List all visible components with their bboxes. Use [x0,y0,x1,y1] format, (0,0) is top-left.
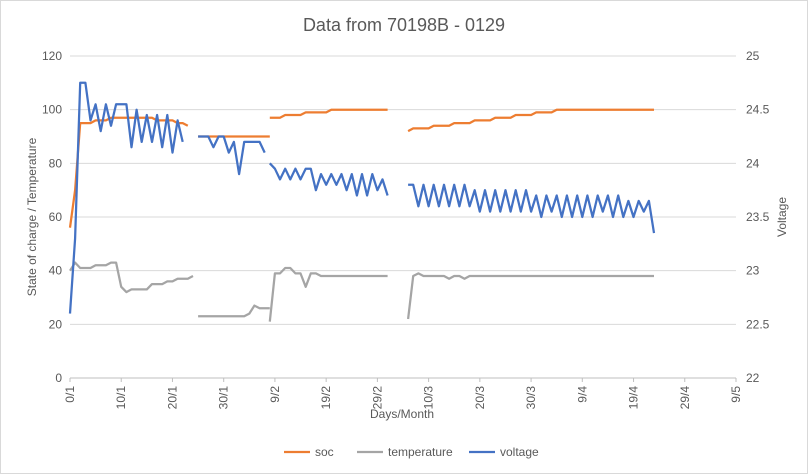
y-tick-label: 60 [49,210,63,224]
x-tick-label: 29/4 [678,386,692,410]
series-line-temperature [198,304,270,318]
x-tick-label: 29/2 [370,386,384,410]
y2-axis-title: Voltage [775,197,789,237]
x-tick-label: 30/3 [524,386,538,410]
y2-tick-label: 23 [746,264,760,278]
legend-label-voltage: voltage [500,445,539,459]
series-lines [68,81,656,322]
series-line-voltage [68,81,184,314]
chart-title: Data from 70198B - 0129 [303,15,505,35]
y-tick-label: 0 [55,371,62,385]
y-axis-title: State of charge / Temperature [25,137,39,296]
x-tick-label: 20/3 [473,386,487,410]
x-tick-label: 10/1 [114,386,128,410]
x-tick-label: 19/4 [627,386,641,410]
series-line-soc [269,108,388,119]
y-tick-label: 40 [49,264,63,278]
gridlines [70,55,736,379]
x-tick-label: 9/5 [729,386,743,403]
legend-label-temperature: temperature [388,445,453,459]
series-line-voltage [408,183,656,234]
y2-tick-label: 24.5 [746,103,770,117]
y-axis-left: 0 20 40 60 80 100 120 [42,49,62,385]
series-line-temperature [268,266,388,322]
y-tick-label: 80 [49,156,63,170]
y-tick-label: 20 [49,317,63,331]
legend: soc temperature voltage [284,445,539,459]
x-axis: 0/1 10/1 20/1 30/1 9/2 19/2 29/2 10/3 20/3 30/3 9/… [63,377,743,410]
y2-tick-label: 25 [746,49,760,63]
y2-tick-label: 23.5 [746,210,770,224]
x-tick-label: 0/1 [63,386,77,403]
y-axis-right: 22 22.5 23 23.5 24 24.5 25 [746,49,770,385]
y-tick-label: 120 [42,49,62,63]
x-tick-label: 10/3 [422,386,436,410]
x-axis-title: Days/Month [370,407,434,421]
series-line-soc [407,108,654,133]
y2-tick-label: 24 [746,156,760,170]
series-line-voltage [268,162,389,197]
x-tick-label: 20/1 [165,386,179,410]
y2-tick-label: 22 [746,371,760,385]
y2-tick-label: 22.5 [746,317,770,331]
series-line-temperature [69,261,194,294]
x-tick-label: 30/1 [217,386,231,410]
series-line-temperature [406,272,654,320]
x-tick-label: 19/2 [319,386,333,410]
x-tick-label: 9/4 [575,386,589,403]
y-tick-label: 100 [42,103,62,117]
x-tick-label: 9/2 [268,386,282,403]
series-line-voltage [198,135,266,176]
legend-label-soc: soc [315,445,334,459]
